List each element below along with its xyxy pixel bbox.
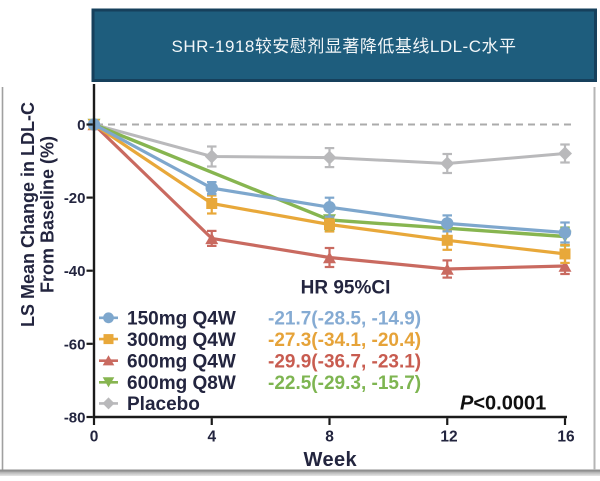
svg-text:-21.7(-28.5, -14.9): -21.7(-28.5, -14.9) xyxy=(268,309,421,330)
svg-text:0: 0 xyxy=(77,117,85,134)
svg-text:4: 4 xyxy=(207,429,216,446)
svg-text:600mg Q4W: 600mg Q4W xyxy=(127,352,236,373)
svg-text:0: 0 xyxy=(90,429,99,446)
svg-text:Placebo: Placebo xyxy=(127,394,200,415)
svg-text:12: 12 xyxy=(440,429,457,446)
svg-text:-22.5(-29.3, -15.7): -22.5(-29.3, -15.7) xyxy=(268,373,421,394)
svg-text:-27.3(-34.1, -20.4): -27.3(-34.1, -20.4) xyxy=(268,330,421,351)
svg-text:300mg Q4W: 300mg Q4W xyxy=(127,330,236,351)
svg-text:Week: Week xyxy=(304,449,358,471)
svg-text:600mg Q8W: 600mg Q8W xyxy=(127,373,236,394)
svg-text:16: 16 xyxy=(557,429,575,446)
svg-text:HR 95%CI: HR 95%CI xyxy=(301,278,391,299)
svg-text:-29.9(-36.7, -23.1): -29.9(-36.7, -23.1) xyxy=(268,352,421,373)
svg-text:-40: -40 xyxy=(64,263,86,280)
svg-text:LS Mean Change in LDL-C: LS Mean Change in LDL-C xyxy=(18,102,38,327)
svg-text:SHR-1918较安慰剂显著降低基线LDL-C水平: SHR-1918较安慰剂显著降低基线LDL-C水平 xyxy=(172,37,517,56)
svg-text:150mg Q4W: 150mg Q4W xyxy=(127,309,236,330)
svg-text:-80: -80 xyxy=(64,410,86,427)
svg-text:8: 8 xyxy=(325,429,334,446)
svg-text:-20: -20 xyxy=(64,190,86,207)
svg-text:-60: -60 xyxy=(64,336,86,353)
svg-text:P<0.0001: P<0.0001 xyxy=(460,393,546,415)
svg-text:From Baseline (%): From Baseline (%) xyxy=(38,136,58,293)
